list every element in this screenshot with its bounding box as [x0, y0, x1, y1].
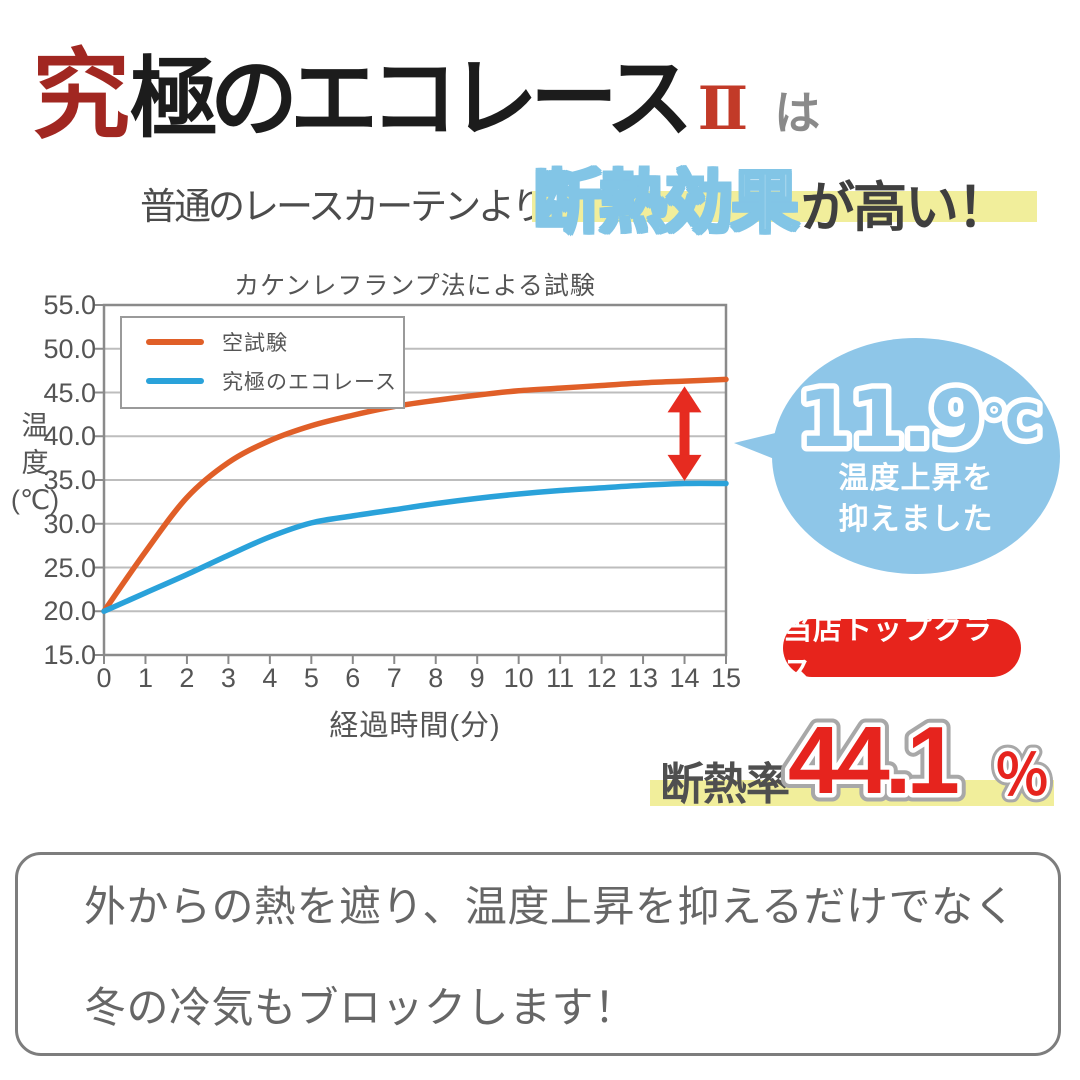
- legend-label-eco-lace: 究極のエコレース: [222, 371, 397, 394]
- annotation-arrow-head-down: [667, 454, 702, 481]
- y-tick-label: 50.0: [43, 333, 96, 364]
- plot-border: [102, 303, 728, 657]
- x-tick-label: 13: [628, 663, 659, 693]
- y-tick-label: 40.0: [43, 421, 96, 452]
- y-tick-label: 30.0: [43, 508, 96, 539]
- bubble-value-svg: 11.9℃: [792, 370, 1046, 471]
- insulation-value-outline: 44.1: [788, 707, 957, 814]
- bubble-value-unit: ℃: [982, 394, 1038, 450]
- x-tick-label: 4: [262, 663, 278, 693]
- brand-title-first-char: 究: [32, 38, 131, 153]
- x-tick-label: 12: [586, 663, 617, 693]
- x-tick-label: 1: [137, 663, 153, 693]
- x-tick-label: 11: [546, 663, 575, 693]
- temperature-bubble: 11.9℃ 温度上昇を 抑えました: [772, 338, 1060, 574]
- subtitle-highlight-bar: [532, 191, 1037, 222]
- y-axis-label: 温 度 (℃): [2, 408, 68, 519]
- bubble-caption-line1: 温度上昇を: [838, 462, 994, 495]
- subtitle-main: 断熱効果 が高い！: [531, 147, 1011, 246]
- footer-line1: 外からの熱を遮り、温度上昇を抑えるだけでなく: [84, 883, 1017, 930]
- insulation-unit-text: ％: [994, 744, 1050, 807]
- footer-note-box: 外からの熱を遮り、温度上昇を抑えるだけでなく 冬の冷気もブロックします！: [15, 852, 1061, 1056]
- brand-title: 究極のエコレース Ⅱ は: [32, 16, 820, 158]
- bubble-value-number: 11.9: [798, 375, 982, 465]
- annotation-arrow-head-up: [667, 386, 702, 413]
- insulation-unit-outline: ％: [994, 744, 1050, 807]
- chart-plot-svg: [95, 303, 729, 664]
- y-tick-label: 20.0: [43, 596, 96, 627]
- x-tick-label: 9: [469, 663, 485, 693]
- x-tick-label: 8: [428, 663, 444, 693]
- x-tick-label: 2: [179, 663, 195, 693]
- x-tick-label: 7: [386, 663, 402, 693]
- footer-line2: 冬の冷気もブロックします！: [84, 984, 637, 1031]
- insulation-label: 断熱率: [660, 760, 790, 809]
- x-tick-label: 10: [503, 663, 534, 693]
- y-tick-label: 25.0: [43, 552, 96, 583]
- x-tick-label: 6: [345, 663, 361, 693]
- x-tick-label: 14: [669, 663, 700, 693]
- x-tick-label: 15: [710, 663, 742, 693]
- brand-title-rest: 極のエコレース: [130, 46, 694, 150]
- subtitle-prefix: 普通のレースカーテンより: [140, 186, 548, 227]
- legend-item-blank-test: 空試験: [146, 327, 403, 357]
- y-tick-label: 55.0: [43, 290, 96, 320]
- y-axis-label-line3: (℃): [10, 485, 60, 515]
- legend-line-swatch-orange: [146, 339, 204, 345]
- top-class-badge: 当店トップクラス: [783, 614, 1021, 688]
- y-tick-label: 45.0: [43, 377, 96, 408]
- x-axis-label: 経過時間(分): [329, 710, 501, 742]
- x-tick-label: 5: [303, 663, 319, 693]
- insulation-value-svg: 44.1 ％ 44.1 ％: [780, 699, 1057, 823]
- y-axis-label-line2: 度: [21, 448, 49, 478]
- y-tick-label: 35.0: [43, 465, 96, 495]
- series-line-0: [101, 376, 729, 614]
- series-line-1: [101, 480, 729, 614]
- bubble-caption-line2: 抑えました: [838, 503, 994, 536]
- legend-label-blank-test: 空試験: [222, 332, 288, 355]
- brand-title-particle: は: [774, 87, 821, 139]
- legend-line-swatch-blue: [146, 378, 204, 384]
- subtitle-suffix: が高い！: [801, 178, 1011, 238]
- insulation-highlight-bar: [650, 780, 1054, 806]
- bubble-value-text: 11.9℃: [798, 375, 1039, 465]
- y-tick-label: 15.0: [43, 640, 96, 670]
- brand-title-numeral: Ⅱ: [697, 74, 749, 144]
- chart-legend: 空試験 究極のエコレース: [120, 316, 405, 409]
- insulation-value-text: 44.1: [788, 707, 957, 814]
- x-tick-label: 3: [220, 663, 236, 693]
- y-axis-label-line1: 温: [21, 411, 49, 441]
- subtitle-highlight-text: 断熱効果: [531, 164, 800, 243]
- legend-item-eco-lace: 究極のエコレース: [146, 366, 403, 396]
- bubble-caption: 温度上昇を 抑えました: [772, 458, 1060, 540]
- chart-title: カケンレフランプ法による試験: [234, 272, 596, 300]
- x-tick-label: 0: [96, 663, 112, 693]
